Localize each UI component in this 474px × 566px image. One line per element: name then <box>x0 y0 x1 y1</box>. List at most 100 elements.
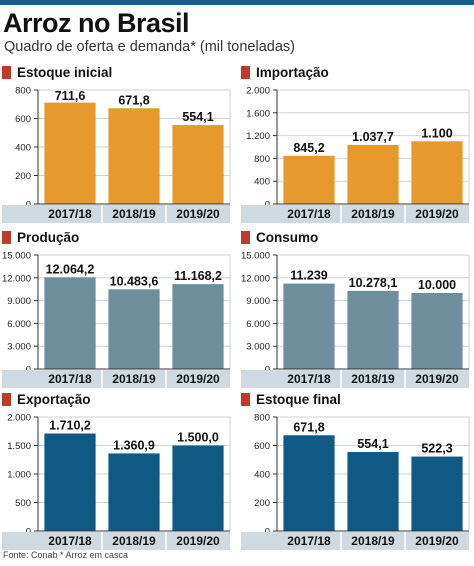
category-band <box>2 205 230 223</box>
chart-panel-header: Produção <box>2 229 79 245</box>
bar-chart-producao: 03.0006.0009.00012.00015.00012.064,22017… <box>2 251 231 388</box>
chart-panel-importacao: Importação 04008001.2001.6002.000845,220… <box>241 64 473 227</box>
bar-value-label: 1.500,0 <box>177 431 219 445</box>
bar-chart-importacao: 04008001.2001.6002.000845,22017/181.037,… <box>241 86 470 223</box>
chart-panel-header: Consumo <box>241 229 318 245</box>
category-label: 2017/18 <box>287 372 331 386</box>
bar <box>44 102 96 204</box>
section-marker <box>241 65 250 79</box>
chart-panel-estoque-final: Estoque final 0200400600800671,82017/185… <box>241 391 473 554</box>
bar-chart-estoque-final: 0200400600800671,82017/18554,12018/19522… <box>241 413 470 550</box>
category-band <box>241 370 469 388</box>
chart-panel-header: Estoque inicial <box>2 64 112 80</box>
category-label: 2019/20 <box>176 534 220 548</box>
chart-title: Importação <box>256 64 329 80</box>
chart-title: Exportação <box>17 391 91 407</box>
bar-value-label: 1.360,9 <box>113 438 155 452</box>
bar-value-label: 711,6 <box>55 89 86 103</box>
y-tick-label: 15.000 <box>2 251 31 262</box>
y-tick-label: 600 <box>254 441 270 452</box>
bar <box>283 435 335 531</box>
section-marker <box>2 392 11 406</box>
category-band <box>2 370 230 388</box>
bar <box>347 144 399 204</box>
bar-value-label: 11.239 <box>290 269 328 283</box>
category-band <box>241 532 469 550</box>
bar-value-label: 1.710,2 <box>49 419 91 433</box>
y-tick-label: 1.000 <box>7 470 31 481</box>
bar <box>172 284 224 369</box>
category-band <box>2 532 230 550</box>
category-label: 2017/18 <box>287 207 331 221</box>
chart-title: Consumo <box>256 229 319 245</box>
bar <box>283 283 335 369</box>
infographic-subtitle: Quadro de oferta e demanda* (mil tonelad… <box>4 39 295 55</box>
y-tick-label: 400 <box>15 143 31 154</box>
chart-title: Produção <box>17 229 80 245</box>
top-rule <box>0 0 474 5</box>
category-label: 2019/20 <box>176 207 220 221</box>
section-marker <box>241 392 250 406</box>
category-label: 2019/20 <box>415 372 459 386</box>
category-label: 2017/18 <box>287 534 331 548</box>
chart-title: Estoque inicial <box>17 64 113 80</box>
y-tick-label: 15.000 <box>241 251 270 262</box>
bar <box>44 277 96 369</box>
y-tick-label: 600 <box>15 114 31 125</box>
y-tick-label: 9.000 <box>7 296 31 307</box>
category-label: 2017/18 <box>48 207 92 221</box>
bar-value-label: 845,2 <box>293 141 324 155</box>
y-tick-label: 12.000 <box>241 273 270 284</box>
y-tick-label: 800 <box>15 86 31 97</box>
chart-panel-estoque-inicial: Estoque inicial 0200400600800711,62017/1… <box>2 64 234 227</box>
bar-value-label: 12.064,2 <box>46 262 95 276</box>
category-label: 2017/18 <box>48 372 92 386</box>
chart-panel-exportacao: Exportação 05001.0001.5002.0001.710,2201… <box>2 391 234 554</box>
y-tick-label: 200 <box>254 498 270 509</box>
y-tick-label: 800 <box>254 154 270 165</box>
bar-value-label: 1.037,7 <box>352 130 394 144</box>
y-tick-label: 1.200 <box>246 131 270 142</box>
y-tick-label: 400 <box>254 470 270 481</box>
category-label: 2018/19 <box>112 534 156 548</box>
bar <box>411 141 463 204</box>
bar-value-label: 554,1 <box>357 437 388 451</box>
chart-panel-header: Importação <box>241 64 329 80</box>
bar <box>172 445 224 531</box>
category-label: 2018/19 <box>112 372 156 386</box>
bar <box>283 155 335 204</box>
chart-panel-producao: Produção 03.0006.0009.00012.00015.00012.… <box>2 229 234 392</box>
y-tick-label: 3.000 <box>246 342 270 353</box>
bar-value-label: 1.100 <box>421 126 452 140</box>
y-tick-label: 400 <box>254 177 270 188</box>
chart-panel-header: Exportação <box>2 391 91 407</box>
y-tick-label: 2.000 <box>246 86 270 97</box>
bar-chart-exportacao: 05001.0001.5002.0001.710,22017/181.360,9… <box>2 413 231 550</box>
section-marker <box>241 230 250 244</box>
bar <box>44 433 96 531</box>
source-note: Fonte: Conab * Arroz em casca <box>3 550 129 560</box>
bar-value-label: 10.483,6 <box>110 274 159 288</box>
bar <box>411 293 463 369</box>
category-label: 2018/19 <box>351 534 395 548</box>
y-tick-label: 1.500 <box>7 441 31 452</box>
category-band <box>241 205 469 223</box>
y-tick-label: 9.000 <box>246 296 270 307</box>
category-label: 2019/20 <box>415 207 459 221</box>
category-label: 2018/19 <box>351 372 395 386</box>
section-marker <box>2 230 11 244</box>
bar-chart-estoque-inicial: 0200400600800711,62017/18671,82018/19554… <box>2 86 231 223</box>
bar <box>108 289 160 369</box>
chart-panel-consumo: Consumo 03.0006.0009.00012.00015.00011.2… <box>241 229 473 392</box>
bar-value-label: 10.278,1 <box>349 276 398 290</box>
category-label: 2018/19 <box>112 207 156 221</box>
chart-title: Estoque final <box>256 391 341 407</box>
y-tick-label: 1.600 <box>246 108 270 119</box>
bar <box>411 456 463 531</box>
y-tick-label: 800 <box>254 413 270 424</box>
bar-value-label: 671,8 <box>118 93 149 107</box>
chart-panel-header: Estoque final <box>241 391 341 407</box>
category-label: 2019/20 <box>415 534 459 548</box>
y-tick-label: 12.000 <box>2 273 31 284</box>
bar-value-label: 671,8 <box>293 420 324 434</box>
